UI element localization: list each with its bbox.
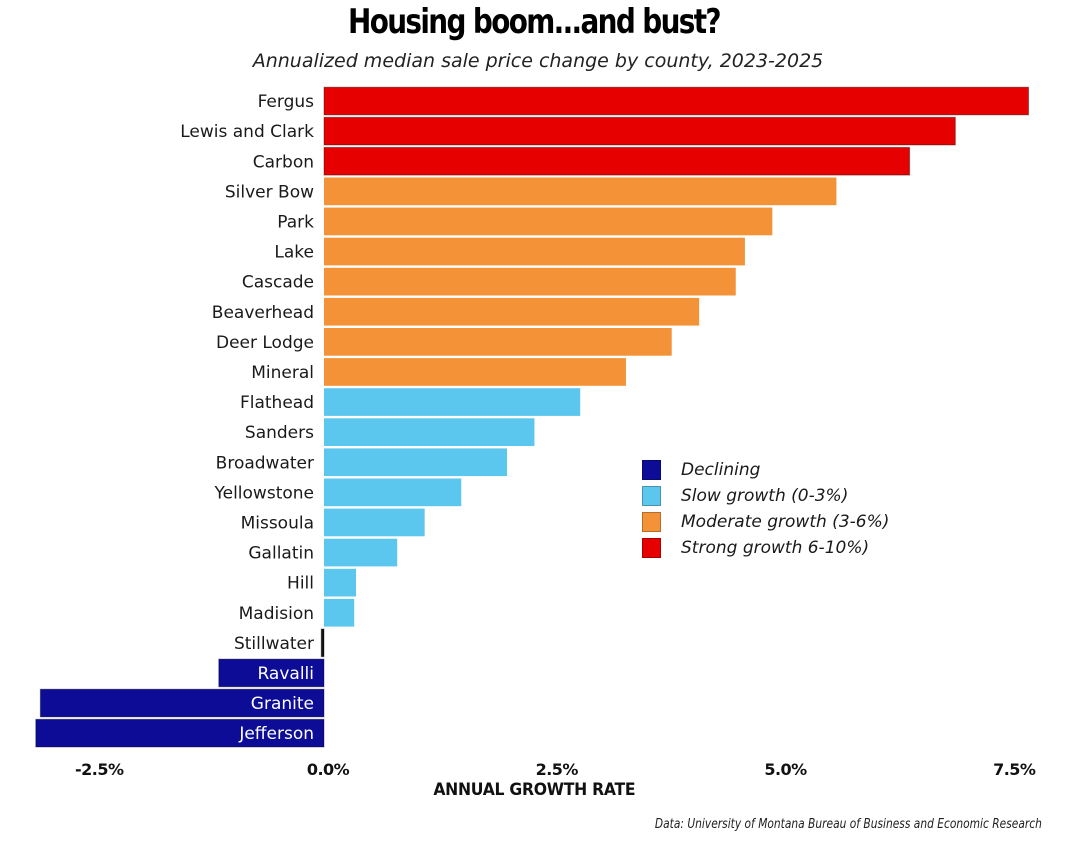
bar-mineral xyxy=(324,358,626,386)
category-label: Flathead xyxy=(240,393,314,413)
category-label: Broadwater xyxy=(216,453,314,473)
x-tick-label: 0.0% xyxy=(307,760,350,779)
chart-title: Housing boom...and bust? xyxy=(348,2,722,42)
category-label: Deer Lodge xyxy=(216,333,314,353)
category-label: Silver Bow xyxy=(225,182,314,202)
legend-item-declining: Declining xyxy=(642,457,889,483)
bar-madision xyxy=(324,598,355,627)
x-tick-label: 7.5% xyxy=(993,760,1036,779)
category-label: Yellowstone xyxy=(214,483,315,503)
category-label: Sanders xyxy=(245,423,314,443)
category-label: Granite xyxy=(251,694,314,714)
bar-missoula xyxy=(324,508,425,537)
bar-park xyxy=(324,207,773,236)
bar-hill xyxy=(324,568,357,597)
legend-label-moderate: Moderate growth (3-6%) xyxy=(681,512,890,532)
x-axis-label: ANNUAL GROWTH RATE xyxy=(433,780,636,800)
bar-silver-bow xyxy=(324,177,837,206)
bar-yellowstone xyxy=(324,478,462,507)
legend-swatch-declining xyxy=(642,460,661,480)
legend: Declining Slow growth (0-3%) Moderate gr… xyxy=(642,457,889,561)
bar-beaverhead xyxy=(324,297,700,326)
category-label: Cascade xyxy=(242,273,314,293)
bar-granite xyxy=(39,688,325,718)
category-label: Hill xyxy=(287,574,314,594)
legend-swatch-moderate xyxy=(642,512,661,532)
legend-label-declining: Declining xyxy=(681,460,761,480)
bar-sanders xyxy=(324,418,535,446)
category-label: Carbon xyxy=(253,152,314,172)
bar-stillwater xyxy=(320,628,325,658)
category-label: Lewis and Clark xyxy=(180,122,314,142)
x-tick-label: 5.0% xyxy=(764,760,807,779)
category-label: Mineral xyxy=(251,363,314,383)
source-note: Data: University of Montana Bureau of Bu… xyxy=(655,817,1042,832)
legend-label-slow: Slow growth (0-3%) xyxy=(681,486,849,506)
legend-item-strong: Strong growth 6-10%) xyxy=(642,535,889,561)
category-label: Jefferson xyxy=(238,724,314,744)
bar-cascade xyxy=(324,267,736,296)
legend-item-moderate: Moderate growth (3-6%) xyxy=(642,509,889,535)
bar-gallatin xyxy=(324,538,398,567)
bar-broadwater xyxy=(324,448,507,477)
category-label: Madision xyxy=(239,604,314,624)
bar-jefferson xyxy=(35,718,325,748)
category-label: Ravalli xyxy=(257,664,314,684)
bar-ravalli xyxy=(218,658,325,688)
x-tick-label: 2.5% xyxy=(536,760,579,779)
x-tick-label: -2.5% xyxy=(75,760,124,779)
bar-lewis-and-clark xyxy=(323,116,956,146)
category-label: Fergus xyxy=(258,92,315,112)
category-label: Stillwater xyxy=(234,634,314,654)
chart-subtitle: Annualized median sale price change by c… xyxy=(252,50,824,72)
category-label: Gallatin xyxy=(248,544,314,564)
legend-swatch-slow xyxy=(642,486,661,506)
bar-fergus xyxy=(323,86,1030,116)
legend-item-slow: Slow growth (0-3%) xyxy=(642,483,889,509)
legend-label-strong: Strong growth 6-10%) xyxy=(681,538,870,558)
bar-flathead xyxy=(324,388,581,416)
category-label: Lake xyxy=(274,243,314,263)
legend-swatch-strong xyxy=(642,538,661,558)
bar-deer-lodge xyxy=(324,328,672,356)
category-label: Park xyxy=(277,212,314,232)
bar-carbon xyxy=(323,146,911,176)
category-label: Missoula xyxy=(241,513,314,533)
bar-lake xyxy=(324,237,745,266)
category-label: Beaverhead xyxy=(212,303,314,323)
